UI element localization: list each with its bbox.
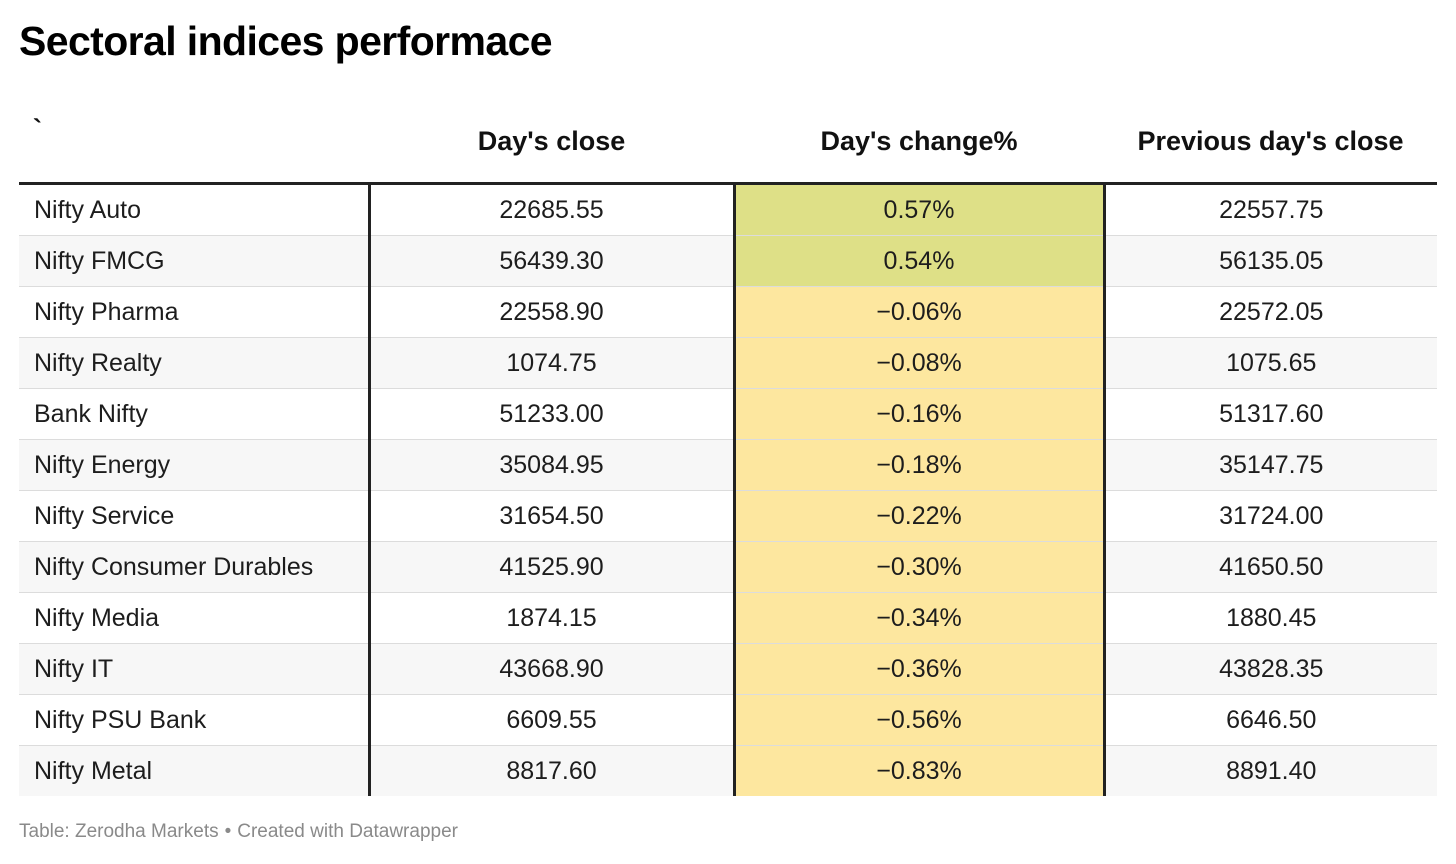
cell-days-change: −0.56% [734,694,1106,746]
table-row: Nifty Pharma 22558.90 −0.06% 22572.05 [19,286,1437,338]
table-row: Nifty Energy 35084.95 −0.18% 35147.75 [19,439,1437,491]
table-header: ` Day's close Day's change% Previous day… [19,100,1437,185]
cell-days-change: −0.30% [734,541,1106,593]
cell-days-change: −0.06% [734,286,1106,338]
header-previous-close[interactable]: Previous day's close [1104,100,1437,185]
cell-index-name: Nifty Energy [19,439,371,491]
cell-days-close: 41525.90 [369,541,736,593]
cell-days-close: 22685.55 [369,183,736,236]
cell-days-change: −0.83% [734,745,1106,796]
cell-days-close: 56439.30 [369,235,736,287]
footer-separator: • [224,821,232,842]
sector-table: ` Day's close Day's change% Previous day… [19,100,1437,796]
cell-index-name: Nifty FMCG [19,235,371,287]
table-row: Nifty Metal 8817.60 −0.83% 8891.40 [19,745,1437,796]
cell-index-name: Nifty Media [19,592,371,644]
cell-previous-close: 1075.65 [1104,337,1437,389]
cell-previous-close: 56135.05 [1104,235,1437,287]
cell-previous-close: 22557.75 [1104,183,1437,236]
cell-days-close: 31654.50 [369,490,736,542]
cell-days-change: −0.18% [734,439,1106,491]
cell-days-close: 1874.15 [369,592,736,644]
cell-days-close: 1074.75 [369,337,736,389]
cell-days-change: −0.34% [734,592,1106,644]
table-body: Nifty Auto 22685.55 0.57% 22557.75 Nifty FMC… [19,183,1437,796]
cell-index-name: Nifty Realty [19,337,371,389]
header-days-close[interactable]: Day's close [369,100,734,185]
cell-days-close: 8817.60 [369,745,736,796]
cell-index-name: Nifty Metal [19,745,371,796]
cell-days-change: −0.16% [734,388,1106,440]
footer-credit: Table: Zerodha Markets • Created with Data… [19,821,458,843]
cell-days-change: −0.36% [734,643,1106,695]
cell-days-close: 22558.90 [369,286,736,338]
cell-days-close: 43668.90 [369,643,736,695]
cell-index-name: Nifty Service [19,490,371,542]
table-row: Nifty Consumer Durables 41525.90 −0.30% 416… [19,541,1437,593]
footer-source: Table: Zerodha Markets [19,821,219,842]
cell-previous-close: 22572.05 [1104,286,1437,338]
cell-previous-close: 43828.35 [1104,643,1437,695]
cell-previous-close: 35147.75 [1104,439,1437,491]
cell-previous-close: 1880.45 [1104,592,1437,644]
table-row: Nifty Service 31654.50 −0.22% 31724.00 [19,490,1437,542]
cell-previous-close: 8891.40 [1104,745,1437,796]
cell-previous-close: 41650.50 [1104,541,1437,593]
table-row: Nifty Media 1874.15 −0.34% 1880.45 [19,592,1437,644]
page-title: Sectoral indices performace [19,18,553,64]
cell-index-name: Nifty IT [19,643,371,695]
cell-days-close: 6609.55 [369,694,736,746]
cell-days-change: −0.22% [734,490,1106,542]
table-row: Nifty FMCG 56439.30 0.54% 56135.05 [19,235,1437,287]
cell-index-name: Nifty PSU Bank [19,694,371,746]
cell-days-change: 0.54% [734,235,1106,287]
cell-index-name: Nifty Consumer Durables [19,541,371,593]
footer-datawrapper-credit: Created with Datawrapper [237,821,458,842]
cell-previous-close: 6646.50 [1104,694,1437,746]
table-row: Nifty IT 43668.90 −0.36% 43828.35 [19,643,1437,695]
cell-days-change: 0.57% [734,183,1106,236]
cell-days-change: −0.08% [734,337,1106,389]
cell-index-name: Bank Nifty [19,388,371,440]
cell-days-close: 51233.00 [369,388,736,440]
table-row: Bank Nifty 51233.00 −0.16% 51317.60 [19,388,1437,440]
header-row: ` Day's close Day's change% Previous day… [19,100,1437,185]
cell-previous-close: 31724.00 [1104,490,1437,542]
cell-days-close: 35084.95 [369,439,736,491]
header-days-change[interactable]: Day's change% [734,100,1104,185]
header-index-name[interactable]: ` [19,100,369,185]
table-row: Nifty Realty 1074.75 −0.08% 1075.65 [19,337,1437,389]
cell-previous-close: 51317.60 [1104,388,1437,440]
table-row: Nifty PSU Bank 6609.55 −0.56% 6646.50 [19,694,1437,746]
cell-index-name: Nifty Pharma [19,286,371,338]
cell-index-name: Nifty Auto [19,183,371,236]
table-row: Nifty Auto 22685.55 0.57% 22557.75 [19,183,1437,236]
